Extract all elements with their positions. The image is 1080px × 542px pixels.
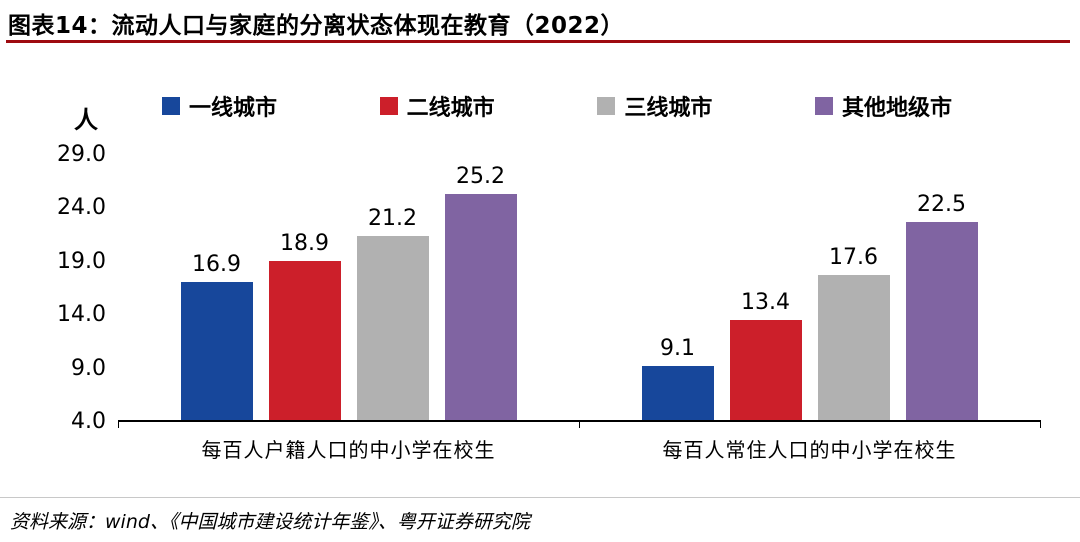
- y-axis-tick-label: 19.0: [57, 248, 106, 274]
- title-underline-rule: [6, 40, 1070, 43]
- legend-swatch: [162, 97, 180, 115]
- bar-group-2: 9.1 13.4 17.6 22.5: [579, 155, 1040, 420]
- chart-title: 图表14：流动人口与家庭的分离状态体现在教育（2022）: [8, 13, 625, 39]
- bar-value-label: 22.5: [917, 192, 966, 218]
- legend-item-4: 其他地级市: [814, 90, 952, 122]
- bar-cell: 9.1: [641, 155, 714, 420]
- y-axis-tick-label: 29.0: [57, 142, 106, 167]
- bar: [444, 193, 517, 420]
- legend: 一线城市 二线城市 三线城市 其他地级市: [162, 90, 952, 122]
- legend-item-3: 三线城市: [597, 90, 712, 122]
- source-note: 资料来源：wind、《中国城市建设统计年鉴》、粤开证券研究院: [10, 511, 530, 533]
- legend-label: 其他地级市: [841, 96, 952, 121]
- bar-cell: 21.2: [356, 155, 429, 420]
- bar-cell: 16.9: [180, 155, 253, 420]
- bar-value-label: 9.1: [660, 335, 695, 361]
- legend-swatch: [379, 97, 398, 115]
- legend-label: 二线城市: [406, 96, 495, 121]
- legend-item-1: 一线城市: [162, 90, 277, 122]
- bar: [268, 260, 341, 420]
- bar: [180, 282, 253, 420]
- y-axis-tick-label: 4.0: [71, 409, 106, 434]
- bar: [641, 365, 714, 420]
- x-axis-category-label: 每百人户籍人口的中小学在校生: [201, 438, 496, 462]
- bar-value-label: 13.4: [741, 289, 790, 315]
- bar-cell: 18.9: [268, 155, 341, 420]
- bar-value-label: 25.2: [456, 163, 505, 189]
- y-axis-tick-label: 24.0: [57, 195, 106, 221]
- legend-swatch: [597, 97, 616, 115]
- axis-tick-left: [118, 420, 119, 428]
- legend-item-2: 二线城市: [379, 90, 495, 122]
- bar-value-label: 21.2: [368, 206, 417, 232]
- bar: [729, 319, 802, 420]
- plot-area: 16.9 18.9 21.2 25.2 9.1 13.4 17.6 22.5: [118, 155, 1041, 428]
- axis-tick-center: [579, 420, 580, 428]
- y-axis-tick-label: 9.0: [71, 355, 106, 381]
- bar-cell: 13.4: [729, 155, 802, 420]
- y-axis: 29.0 24.0 19.0 14.0 9.0 4.0: [30, 142, 106, 434]
- bar-value-label: 17.6: [829, 244, 878, 270]
- bar-cell: 25.2: [444, 155, 517, 420]
- bar: [817, 274, 890, 420]
- legend-swatch: [814, 97, 833, 115]
- footer: 资料来源：wind、《中国城市建设统计年鉴》、粤开证券研究院: [0, 497, 1080, 534]
- y-axis-unit-label: 人: [74, 106, 98, 134]
- bar-cell: 17.6: [817, 155, 890, 420]
- legend-label: 一线城市: [189, 96, 278, 121]
- bar-value-label: 16.9: [192, 252, 241, 278]
- x-axis-labels: 每百人户籍人口的中小学在校生 每百人常住人口的中小学在校生: [118, 434, 1040, 463]
- y-axis-tick-label: 14.0: [57, 302, 106, 328]
- legend-label: 三线城市: [624, 96, 713, 121]
- bar-group-1: 16.9 18.9 21.2 25.2: [118, 155, 579, 420]
- bar: [905, 222, 978, 420]
- bar-cell: 22.5: [905, 155, 978, 420]
- bar-value-label: 18.9: [280, 230, 329, 256]
- bar: [356, 236, 429, 420]
- axis-tick-right: [1040, 420, 1041, 428]
- x-axis-category-label: 每百人常住人口的中小学在校生: [662, 438, 957, 462]
